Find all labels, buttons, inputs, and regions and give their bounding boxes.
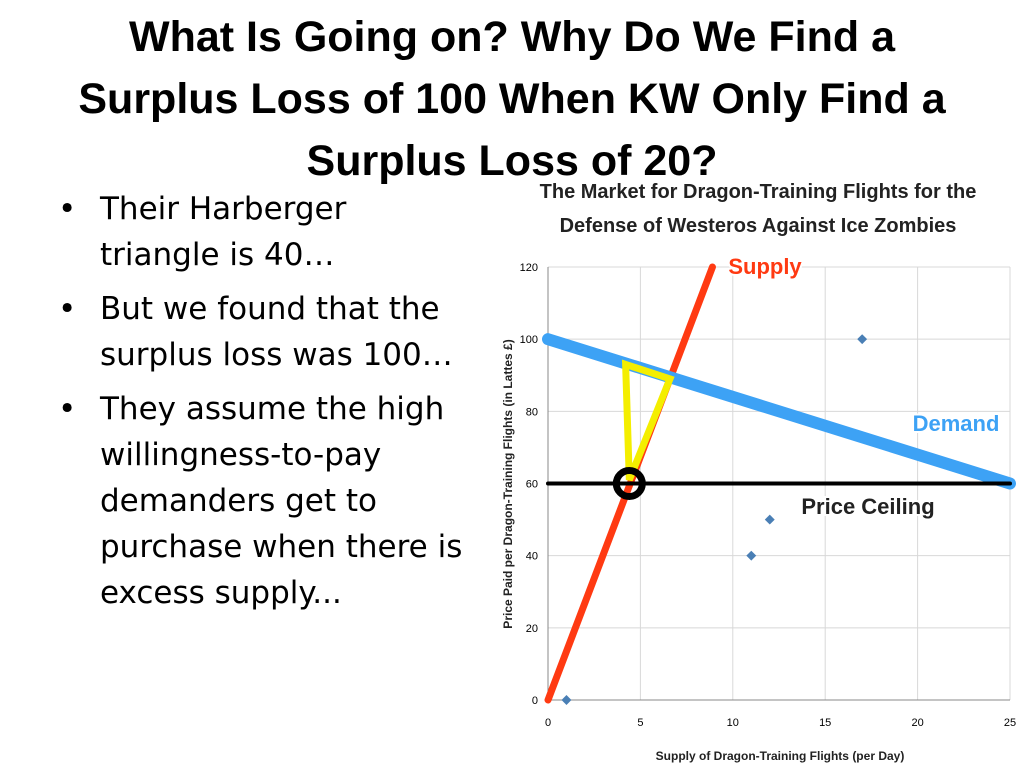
line-label: Price Ceiling [801,494,934,519]
y-tick-label: 60 [526,479,538,491]
scatter-point [857,334,868,345]
triangle [621,359,675,482]
chart-title: Defense of Westeros Against Ice Zombies [560,215,957,237]
title-line: Surplus Loss of 100 When KW Only Find a [78,75,946,123]
x-tick-label: 0 [545,717,551,729]
title-line: What Is Going on? Why Do We Find a [129,13,895,61]
y-tick-label: 40 [526,551,538,563]
scatter-point [561,695,572,705]
x-tick-label: 25 [1004,717,1016,729]
bullet: Their Harberger triangle is 40… [58,186,470,278]
x-tick-label: 10 [727,717,739,729]
y-tick-label: 100 [520,334,538,346]
scatter-point [764,514,775,525]
line-label: Supply [728,254,802,279]
y-tick-label: 120 [520,262,538,274]
x-axis-label: Supply of Dragon-Training Flights (per D… [656,749,905,763]
line-label: Demand [913,411,1000,436]
y-tick-label: 0 [532,695,538,707]
title-line: Surplus Loss of 20? [306,137,718,185]
y-axis-label: Price Paid per Dragon-Training Flights (… [501,339,515,628]
slide-title: What Is Going on? Why Do We Find a Surpl… [0,6,1024,192]
y-tick-label: 20 [526,623,538,635]
bullet: They assume the high willingness-to-pay … [58,386,470,616]
x-tick-label: 5 [637,717,643,729]
chart-title: The Market for Dragon-Training Flights f… [540,181,977,203]
scatter-point [746,550,757,561]
bullet: But we found that the surplus loss was 1… [58,286,470,378]
x-tick-label: 15 [819,717,831,729]
y-tick-label: 80 [526,406,538,418]
x-tick-label: 20 [911,717,923,729]
ceiling-marker [612,467,646,500]
bullet-list: Their Harberger triangle is 40… But we f… [55,186,470,624]
